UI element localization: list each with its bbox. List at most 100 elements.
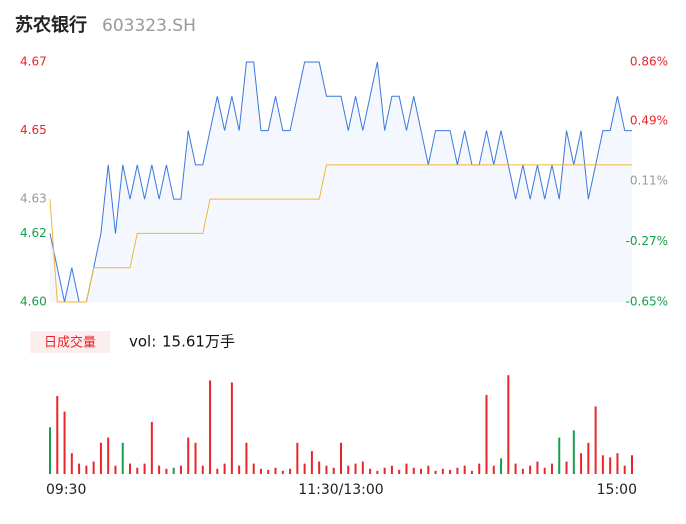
volume-bar: [412, 467, 415, 474]
volume-bar: [572, 430, 575, 474]
volume-bar: [107, 437, 110, 474]
volume-bar: [274, 467, 277, 474]
volume-bar: [281, 470, 284, 474]
volume-bar: [114, 465, 117, 474]
volume-bar: [289, 468, 292, 474]
volume-bar: [463, 465, 466, 474]
volume-bar: [536, 461, 539, 474]
volume-bar: [121, 442, 124, 474]
volume-bar: [398, 469, 401, 474]
volume-bar: [361, 461, 364, 474]
y-tick-label: 4.63: [20, 192, 47, 206]
volume-bar: [49, 427, 51, 474]
y2-tick-label: 0.11%: [630, 174, 668, 188]
y-tick-label: 4.60: [20, 295, 47, 309]
volume-bar: [456, 467, 459, 474]
volume-bar: [303, 463, 306, 474]
volume-bar: [383, 467, 386, 474]
volume-bar: [390, 465, 393, 474]
volume-bar: [216, 468, 219, 474]
volume-bar: [172, 467, 175, 474]
volume-bar: [230, 382, 233, 474]
volume-bar: [529, 465, 532, 474]
volume-bar: [318, 461, 321, 474]
x-tick-label: 15:00: [597, 482, 637, 498]
y-tick-label: 4.62: [20, 226, 47, 240]
volume-label: vol:: [129, 333, 156, 351]
y2-tick-label: 0.49%: [630, 113, 668, 127]
volume-bar: [631, 455, 633, 474]
x-tick-label: 09:30: [46, 482, 86, 498]
volume-total: 15.61万手: [162, 333, 235, 351]
volume-bar: [99, 442, 102, 474]
volume-bar: [78, 463, 81, 474]
volume-bar: [485, 394, 488, 474]
volume-tag: 日成交量: [44, 335, 96, 351]
volume-bar: [325, 465, 328, 474]
volume-bar: [420, 468, 423, 474]
volume-bar: [543, 467, 546, 474]
volume-bar: [507, 375, 510, 474]
volume-bar: [369, 468, 372, 474]
average-line: [49, 164, 632, 303]
volume-bar: [238, 465, 241, 474]
volume-bar: [143, 463, 146, 474]
volume-bar: [245, 442, 248, 474]
volume-bar: [558, 437, 561, 474]
volume-bar: [201, 465, 204, 474]
volume-bar: [623, 465, 626, 474]
volume-bar: [56, 396, 59, 474]
volume-bar: [478, 463, 481, 474]
volume-bar: [136, 467, 139, 474]
y2-tick-label: -0.65%: [626, 295, 668, 309]
volume-bar: [405, 463, 408, 474]
volume-bar: [580, 453, 583, 474]
volume-bar: [63, 411, 66, 474]
volume-bar: [441, 468, 444, 474]
volume-bar: [594, 406, 597, 474]
volume-bar: [129, 463, 132, 474]
y2-tick-label: -0.27%: [626, 234, 668, 248]
volume-bar: [267, 469, 270, 474]
volume-bar: [500, 458, 503, 474]
volume-bar: [252, 463, 255, 474]
volume-bar: [347, 465, 350, 474]
volume-bar: [223, 463, 226, 474]
volume-bar: [150, 422, 153, 474]
volume-bar: [601, 455, 604, 474]
y-tick-label: 4.65: [20, 123, 47, 137]
volume-bar: [434, 470, 437, 474]
volume-bar: [616, 453, 619, 474]
stock-code: 603323.SH: [102, 16, 196, 36]
volume-bar: [587, 442, 590, 474]
volume-bar: [550, 463, 553, 474]
volume-bar: [470, 470, 473, 474]
volume-bar: [194, 442, 197, 474]
volume-bar: [521, 468, 524, 474]
volume-bar: [609, 457, 612, 474]
volume-bar: [565, 461, 568, 474]
volume-bar: [179, 465, 182, 474]
volume-bar: [85, 465, 88, 474]
y2-tick-label: 0.86%: [630, 55, 668, 69]
volume-bar: [332, 467, 335, 474]
volume-bar: [340, 442, 342, 474]
price-area: [50, 62, 632, 302]
y-tick-label: 4.67: [20, 55, 47, 69]
volume-bar: [187, 437, 190, 474]
volume-bar: [514, 463, 517, 474]
volume-bar: [165, 468, 168, 474]
volume-bar: [376, 470, 379, 474]
volume-pill: [30, 331, 110, 353]
volume-bar: [449, 469, 452, 474]
volume-bar: [259, 468, 262, 474]
volume-bar: [427, 465, 430, 474]
stock-name: 苏农银行: [15, 14, 87, 36]
x-tick-label: 11:30/13:00: [298, 482, 383, 498]
volume-bar: [209, 380, 212, 474]
volume-bar: [310, 451, 313, 474]
volume-bar: [354, 463, 357, 474]
volume-bar: [296, 442, 299, 474]
